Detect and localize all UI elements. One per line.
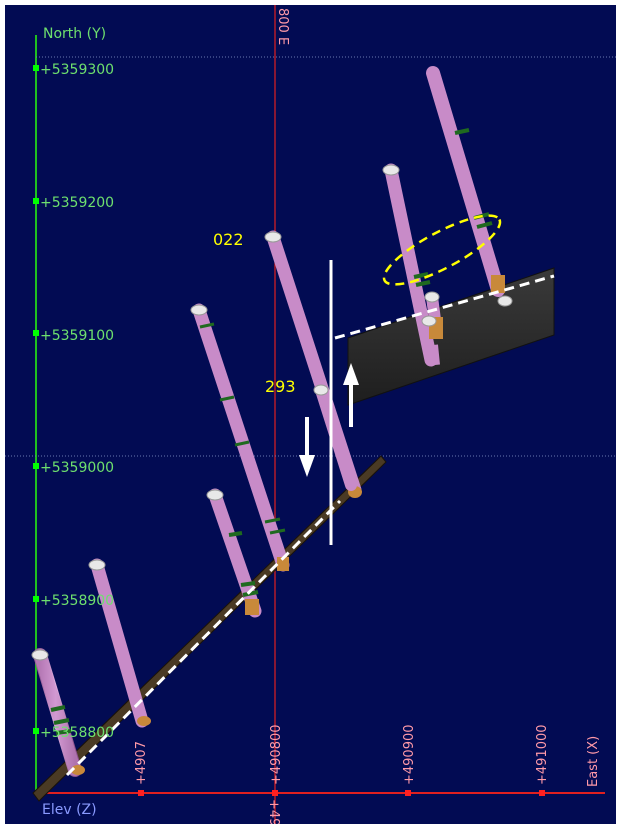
north-axis-label: North (Y) (43, 26, 106, 42)
north-tick-label: +5359200 (40, 195, 114, 211)
elev-axis-label: Elev (Z) (42, 802, 97, 818)
east-tick-label: +490800 (269, 724, 284, 785)
north-tick-label: +5359000 (40, 460, 114, 476)
east-tick-label: +491000 (535, 724, 550, 785)
east-tick-label: +4907 (134, 741, 149, 785)
drillhole-4 (191, 305, 289, 571)
drillhole-3 (207, 490, 259, 615)
drillhole-scene: North (Y) Elev (Z) East (X) 800 E +53593… (5, 5, 616, 824)
east-tick-label-lower: +490 (266, 799, 281, 824)
hole-label-022: 022 (213, 230, 244, 249)
east-tick-label: +490900 (402, 724, 417, 785)
north-tick-label: +5359300 (40, 62, 114, 78)
top-gridline-label: 800 E (275, 8, 290, 45)
north-tick-label: +5358800 (40, 725, 114, 741)
drillhole-8 (433, 73, 512, 306)
east-axis-label: East (X) (586, 736, 601, 787)
down-arrow (299, 417, 315, 477)
east-tick-labels: +4907 +490800 +490900 +491000 +490 (134, 724, 550, 824)
hole-label-293: 293 (265, 377, 296, 396)
drillhole-1 (32, 650, 85, 775)
north-tick-label: +5359100 (40, 328, 114, 344)
north-tick-label: +5358900 (40, 593, 114, 609)
3d-viewport[interactable]: North (Y) Elev (Z) East (X) 800 E +53593… (5, 5, 616, 824)
fault-block-upper (348, 268, 554, 405)
north-tick-labels: +5359300 +5359200 +5359100 +5359000 +535… (40, 62, 114, 741)
